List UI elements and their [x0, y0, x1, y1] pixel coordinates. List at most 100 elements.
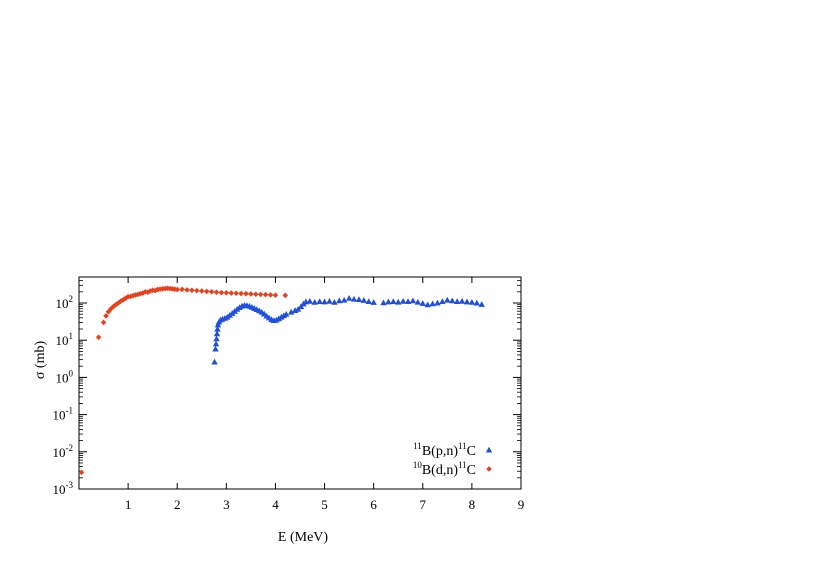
data-point — [316, 298, 323, 305]
series-dn — [78, 285, 289, 476]
data-point — [399, 297, 407, 304]
data-point — [203, 288, 210, 295]
data-point — [311, 299, 318, 305]
legend: 11B(p,n)11C 10B(d,n)11C — [413, 441, 493, 478]
data-point — [326, 297, 333, 304]
data-point — [140, 290, 146, 296]
data-point — [194, 287, 200, 294]
data-point — [214, 325, 221, 332]
data-point — [449, 297, 456, 304]
y-axis-title: σ (mb) — [33, 341, 48, 380]
data-point — [444, 296, 451, 303]
data-series — [78, 285, 485, 476]
x-tick-label: 3 — [223, 497, 230, 512]
data-point — [142, 289, 149, 295]
data-point — [108, 305, 114, 312]
data-point — [223, 290, 230, 296]
data-point — [306, 297, 314, 304]
data-point — [414, 298, 422, 305]
x-axis-title: E (MeV) — [278, 530, 328, 545]
data-point — [127, 293, 134, 300]
data-point — [208, 289, 215, 295]
data-point — [321, 298, 328, 305]
data-point — [238, 290, 244, 297]
legend-triangle-marker — [485, 446, 493, 453]
y-tick-labels: 10-3 10-2 10-1 100 101 102 — [53, 294, 74, 497]
data-point — [355, 296, 363, 302]
data-point — [478, 301, 485, 307]
data-point — [213, 330, 221, 337]
x-tick-label: 7 — [420, 497, 427, 512]
data-point — [390, 298, 397, 305]
x-tick-labels: 1 2 3 4 5 6 7 8 9 — [125, 497, 524, 512]
data-point — [453, 298, 461, 305]
data-point — [179, 286, 185, 293]
data-point — [135, 291, 141, 298]
series-pn — [211, 294, 485, 365]
data-point — [267, 292, 274, 298]
data-point — [473, 299, 480, 306]
data-point — [463, 298, 471, 305]
data-point — [110, 303, 117, 310]
data-point — [212, 340, 220, 347]
data-point — [404, 298, 412, 305]
y-tick-label: 10-3 — [53, 480, 74, 497]
y-tick-label: 100 — [56, 368, 74, 385]
data-point — [272, 292, 279, 299]
data-point — [331, 299, 338, 305]
data-point — [103, 313, 109, 319]
data-point — [336, 297, 343, 304]
data-point — [424, 301, 431, 308]
axis-ticks — [79, 276, 522, 490]
legend-marker-dn — [486, 466, 492, 472]
data-point — [380, 299, 387, 306]
data-point — [434, 299, 441, 306]
data-point — [228, 290, 235, 296]
data-point — [458, 297, 466, 304]
data-point — [253, 291, 259, 298]
data-point — [174, 286, 181, 293]
legend-diamond-marker — [486, 466, 492, 472]
y-tick-label: 102 — [56, 294, 74, 311]
data-point — [262, 291, 269, 298]
data-point — [282, 292, 289, 299]
data-point — [287, 308, 295, 315]
data-point — [78, 469, 85, 476]
data-point — [385, 298, 392, 305]
data-point — [122, 295, 129, 301]
data-point — [360, 297, 368, 303]
data-point — [211, 358, 218, 365]
data-point — [117, 298, 124, 304]
data-point — [439, 298, 446, 305]
y-tick-label: 10-2 — [53, 443, 74, 460]
x-tick-label: 9 — [518, 497, 525, 512]
data-point — [212, 345, 219, 352]
data-point — [233, 290, 239, 297]
data-point — [243, 290, 249, 297]
legend-marker-pn — [485, 446, 493, 453]
data-point — [283, 310, 290, 317]
data-point — [198, 288, 205, 294]
data-point — [248, 291, 254, 297]
y-tick-label: 10-1 — [53, 406, 74, 423]
x-tick-label: 5 — [321, 497, 328, 512]
x-tick-label: 6 — [370, 497, 377, 512]
data-point — [147, 288, 154, 294]
legend-label-dn: 10B(d,n)11C — [413, 460, 476, 478]
x-tick-label: 4 — [272, 497, 279, 512]
data-point — [350, 295, 358, 302]
data-point — [189, 287, 195, 294]
data-point — [409, 297, 417, 304]
data-point — [130, 292, 136, 299]
data-point — [429, 300, 436, 307]
data-point — [213, 289, 220, 296]
data-point — [345, 294, 353, 301]
data-point — [184, 287, 190, 293]
legend-label-pn: 11B(p,n)11C — [413, 441, 476, 459]
data-point — [278, 313, 285, 320]
data-point — [365, 298, 372, 305]
x-tick-label: 2 — [174, 497, 181, 512]
x-tick-label: 8 — [469, 497, 476, 512]
data-point — [370, 299, 377, 305]
